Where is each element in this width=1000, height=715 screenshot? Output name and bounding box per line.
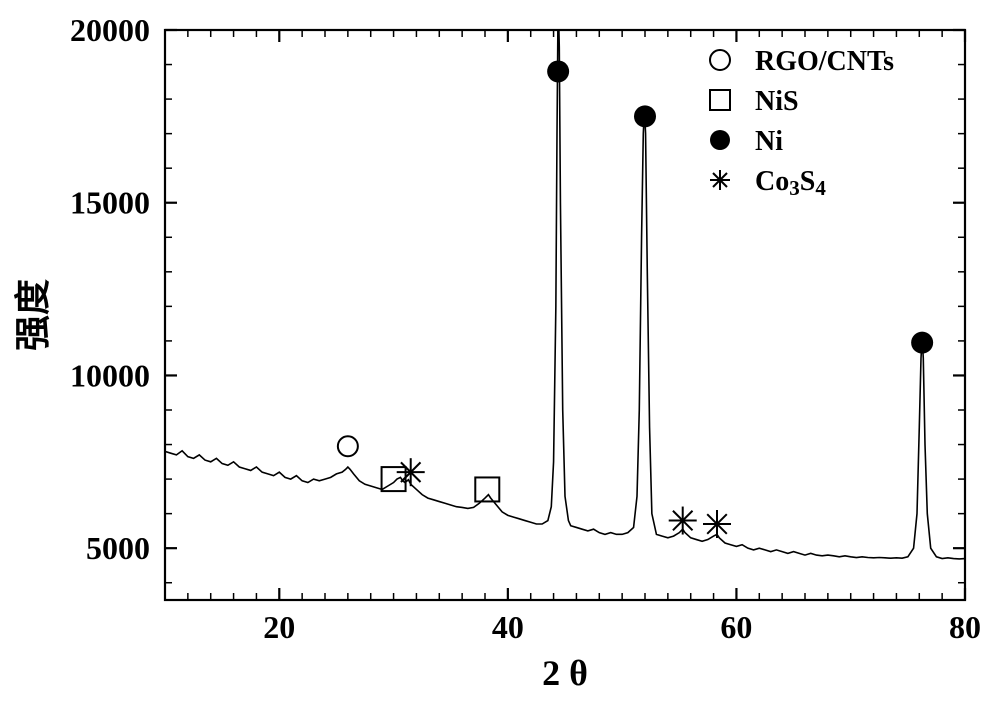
y-axis-label: 强度: [13, 279, 53, 351]
peak-marker: [634, 105, 656, 127]
peak-marker: [703, 510, 731, 538]
y-tick-label: 20000: [70, 12, 150, 48]
peak-marker: [911, 332, 933, 354]
x-tick-label: 40: [492, 609, 524, 645]
y-tick-label: 15000: [70, 185, 150, 221]
x-axis-label: 2 θ: [542, 653, 588, 693]
legend-label: Ni: [755, 126, 783, 157]
peak-marker: [669, 507, 697, 535]
peak-marker: [547, 60, 569, 82]
legend-label: RGO/CNTs: [755, 46, 894, 77]
y-tick-label: 10000: [70, 357, 150, 393]
peak-marker: [397, 458, 425, 486]
y-tick-label: 5000: [86, 530, 150, 566]
legend-label: NiS: [755, 86, 799, 117]
x-tick-label: 60: [720, 609, 752, 645]
x-tick-label: 80: [949, 609, 981, 645]
x-tick-label: 20: [263, 609, 295, 645]
xrd-chart: 20 40 60 80 5000 10000 15000 20000 2 θ 强度 RGO/CNTs…: [0, 0, 1000, 715]
chart-svg: 20 40 60 80 5000 10000 15000 20000 2 θ 强度 RGO/CNTs…: [0, 0, 1000, 715]
